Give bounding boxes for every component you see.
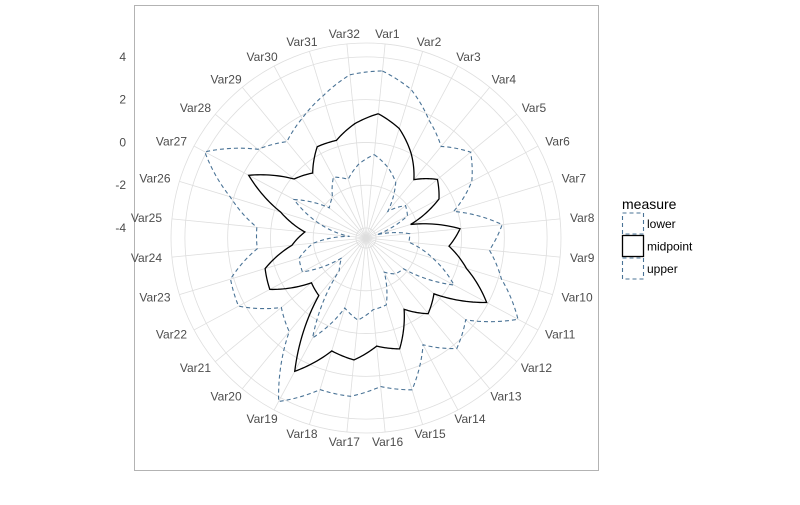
grid-spoke [346, 237, 367, 433]
theta-label: Var24 [131, 251, 162, 265]
legend-key-upper [621, 257, 645, 280]
theta-label: Var12 [521, 361, 552, 375]
theta-label: Var10 [562, 291, 593, 305]
panel-border [134, 5, 599, 471]
grid-spoke [365, 237, 553, 295]
grid-circle [270, 142, 462, 334]
theta-label: Var22 [156, 328, 187, 342]
theta-label: Var16 [372, 435, 403, 449]
radial-tick-label: -2 [115, 178, 126, 192]
radial-tick-label: 0 [119, 135, 126, 149]
theta-label: Var1 [375, 27, 400, 41]
grid-spoke [365, 65, 459, 239]
theta-label: Var6 [545, 134, 570, 148]
grid-spoke [179, 237, 367, 295]
grid-spoke [365, 113, 517, 239]
theta-label: Var9 [570, 251, 595, 265]
theta-label: Var21 [180, 361, 211, 375]
grid-circle [184, 56, 548, 420]
grid-spoke [309, 237, 367, 425]
theta-label: Var11 [545, 328, 576, 342]
radial-tick-label: -4 [115, 221, 126, 235]
theta-label: Var20 [211, 389, 242, 403]
legend-label-lower: lower [647, 217, 676, 231]
series-lines [204, 70, 519, 403]
theta-label: Var7 [562, 171, 587, 185]
theta-label: Var17 [329, 435, 360, 449]
grid-spoke [241, 87, 367, 239]
grid-spoke [309, 51, 367, 239]
series-upper [204, 70, 519, 403]
grid-spoke [365, 237, 539, 331]
legend-label-upper: upper [647, 262, 678, 276]
theta-label: Var25 [131, 211, 162, 225]
grid-spoke [365, 237, 423, 425]
legend-label-midpoint: midpoint [647, 240, 693, 254]
theta-label: Var30 [247, 50, 278, 64]
theta-label: Var13 [490, 389, 521, 403]
grid-spoke [365, 237, 459, 411]
theta-label: Var5 [522, 101, 547, 115]
grid-spoke [365, 237, 517, 363]
radial-axis: 4 2 0 -2 -4 [115, 50, 126, 235]
series-midpoint [247, 113, 488, 373]
grid-spoke [365, 43, 386, 239]
grid [170, 42, 562, 434]
grid-spoke [171, 237, 367, 258]
grid-spoke [365, 145, 539, 239]
grid-spoke [365, 237, 386, 433]
theta-label: Var23 [139, 291, 170, 305]
grid-circle [227, 99, 505, 377]
series-lower [292, 154, 456, 340]
radial-tick-label: 2 [119, 93, 126, 107]
theta-label: Var27 [156, 134, 187, 148]
grid-spoke [193, 145, 367, 239]
grid-circle [355, 227, 377, 249]
grid-spoke [365, 218, 561, 239]
legend-key-lower [621, 212, 645, 235]
grid-spoke [273, 65, 367, 239]
theta-label: Var28 [180, 101, 211, 115]
theta-label: Var3 [456, 50, 481, 64]
theta-label: Var32 [329, 27, 360, 41]
theta-label: Var2 [417, 35, 442, 49]
legend-key-midpoint [621, 234, 645, 258]
grid-spoke [193, 237, 367, 331]
theta-label: Var29 [211, 73, 242, 87]
theta-label: Var18 [286, 427, 317, 441]
theta-label: Var8 [570, 211, 595, 225]
theta-label: Var14 [454, 412, 485, 426]
theta-label: Var19 [247, 412, 278, 426]
grid-spoke [365, 237, 561, 258]
grid-spoke [365, 87, 491, 239]
theta-axis-labels: Var1 Var2 Var3 Var4 Var5 Var6 Var7 Var8 Var9 Var1… [131, 27, 595, 449]
grid-spoke [273, 237, 367, 411]
theta-label: Var31 [286, 35, 317, 49]
theta-label: Var26 [139, 171, 170, 185]
theta-label: Var4 [492, 73, 517, 87]
grid-circle [312, 184, 420, 292]
grid-spoke [346, 43, 367, 239]
theta-label: Var15 [415, 427, 446, 441]
grid-spoke [241, 237, 367, 389]
radial-tick-label: 4 [119, 50, 126, 64]
grid-spoke [171, 218, 367, 239]
grid-spoke [215, 113, 367, 239]
legend-title: measure [622, 196, 677, 212]
legend: measure lower midpoint upper [621, 196, 693, 280]
grid-spoke [365, 51, 423, 239]
grid-spoke [365, 181, 553, 239]
grid-circle-outer [170, 42, 562, 434]
grid-spoke [179, 181, 367, 239]
